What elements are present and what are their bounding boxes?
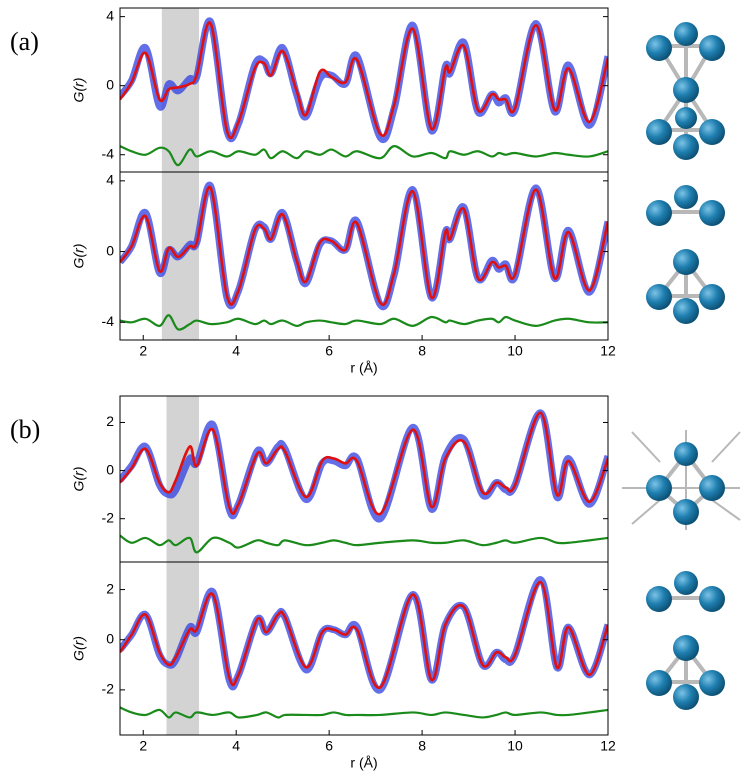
x-tick-label: 6 <box>325 738 333 754</box>
x-tick-label: 6 <box>325 343 333 359</box>
y-tick-label: 4 <box>106 7 114 23</box>
difference-line <box>120 706 608 719</box>
fit-line <box>120 21 608 140</box>
y-tick-label: -4 <box>102 145 115 161</box>
difference-line <box>120 145 608 167</box>
difference-line <box>120 314 608 331</box>
chart: -2 0 2 G(r) (b) <box>10 395 609 563</box>
panel-label: (a) <box>10 27 39 56</box>
chart: -2 0 2 2 4 6 8 10 12 G(r) r (Å) <box>71 561 616 771</box>
x-tick-label: 4 <box>232 738 240 754</box>
x-tick-label: 2 <box>139 343 147 359</box>
x-tick-label: 4 <box>232 343 240 359</box>
y-tick-label: 0 <box>106 76 114 92</box>
y-tick-label: 0 <box>106 242 114 258</box>
x-tick-label: 10 <box>507 343 523 359</box>
panel-label: (b) <box>10 415 40 444</box>
chart: -4 0 4 G(r) (a) <box>10 7 609 173</box>
plot-frame <box>119 561 609 736</box>
y-tick-label: 0 <box>106 630 114 646</box>
y-tick-label: -4 <box>102 313 115 329</box>
fit-line <box>120 580 608 689</box>
x-axis-label: r (Å) <box>350 755 377 771</box>
y-axis-label: G(r) <box>71 78 87 103</box>
y-axis-label: G(r) <box>71 467 87 492</box>
y-tick-label: 0 <box>106 461 114 477</box>
x-tick-label: 8 <box>418 343 426 359</box>
y-tick-label: 2 <box>106 580 114 596</box>
y-axis-label: G(r) <box>71 244 87 269</box>
plot-frame <box>119 171 609 341</box>
y-axis-label: G(r) <box>71 636 87 661</box>
x-tick-label: 12 <box>600 738 616 754</box>
x-tick-label: 8 <box>418 738 426 754</box>
x-tick-label: 12 <box>600 343 616 359</box>
x-axis-label: r (Å) <box>350 360 377 376</box>
y-tick-label: 2 <box>106 413 114 429</box>
difference-line <box>120 534 608 554</box>
fit-line <box>120 185 608 307</box>
plots: -4 0 4 G(r) (a) -4 0 4 2 4 6 8 10 12 G(r) r (Å) -2 0 2 G(r)… <box>10 7 616 770</box>
x-tick-label: 10 <box>507 738 523 754</box>
y-tick-label: -2 <box>102 681 115 697</box>
x-tick-label: 2 <box>139 738 147 754</box>
chart: -4 0 4 2 4 6 8 10 12 G(r) r (Å) <box>71 171 616 376</box>
y-tick-label: 4 <box>106 172 114 188</box>
fit-line <box>120 411 608 516</box>
y-tick-label: -2 <box>102 509 115 525</box>
structure-icons <box>622 22 741 710</box>
